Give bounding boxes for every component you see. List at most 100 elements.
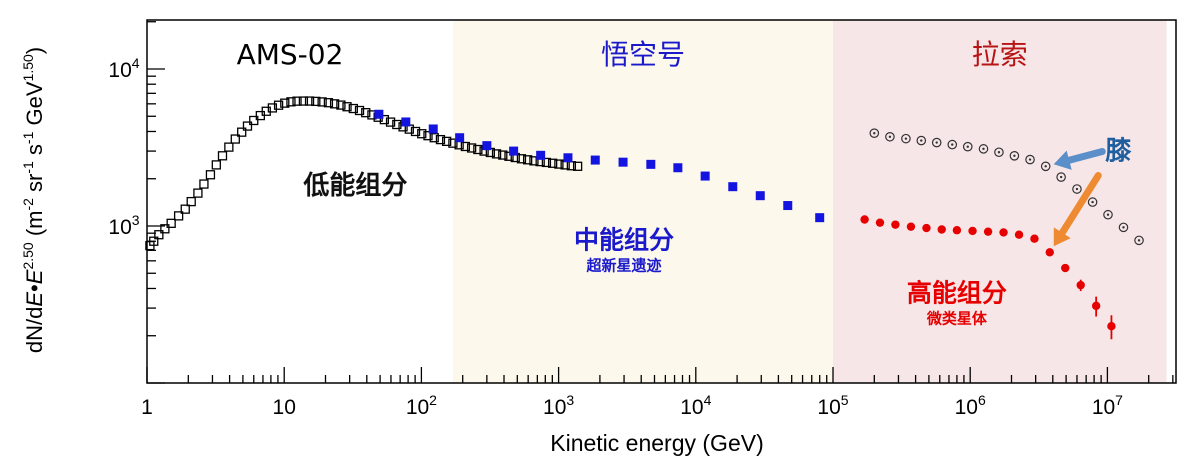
data-point-center [920, 139, 923, 142]
data-point [901, 133, 911, 144]
data-point [523, 155, 533, 165]
data-point-center [1137, 239, 1141, 242]
data-point [186, 196, 196, 207]
annotation-2-subtitle: 微类星体 [926, 310, 988, 328]
data-point-center [1059, 175, 1063, 179]
data-point [1025, 154, 1035, 165]
x-tick-exponent: 4 [704, 392, 712, 408]
data-point [267, 103, 278, 113]
data-point [1030, 234, 1039, 243]
x-tick-base: 10 [955, 396, 978, 419]
data-point [304, 96, 315, 106]
data-point [983, 227, 993, 236]
data-point [317, 97, 327, 107]
data-point [1091, 301, 1101, 311]
data-point [298, 96, 309, 106]
annotation-1: 中能组分 [574, 225, 674, 254]
data-point [374, 109, 384, 119]
data-point-center [888, 135, 892, 138]
x-tick-base: 10 [1092, 396, 1115, 419]
data-point [466, 143, 477, 153]
data-point [428, 124, 438, 134]
data-point [590, 155, 600, 165]
data-point [931, 137, 942, 148]
data-point [815, 213, 825, 223]
x-tick-base: 10 [817, 396, 840, 419]
x-tick-label: 105 [817, 392, 848, 419]
data-point [211, 160, 221, 170]
data-point [230, 134, 240, 144]
data-point [700, 171, 710, 181]
data-point-center [1044, 165, 1047, 168]
data-series [145, 96, 1144, 340]
data-point-center [982, 147, 985, 151]
data-point [392, 119, 402, 130]
data-point [536, 150, 546, 160]
data-point [498, 150, 508, 160]
data-point [348, 103, 358, 114]
data-point [410, 126, 421, 137]
x-tick-label: 1 [141, 396, 153, 419]
x-tick-base: 10 [406, 396, 429, 419]
data-point [323, 98, 334, 108]
data-point [968, 226, 977, 236]
x-tick-label: 107 [1092, 392, 1123, 419]
data-point [249, 115, 259, 126]
x-tick-base: 10 [543, 396, 566, 419]
data-point [1107, 322, 1116, 331]
data-point [273, 100, 284, 110]
data-point [329, 99, 340, 109]
x-axis-ticks: 1 10 102 103 104 105 106 107 [141, 367, 1174, 419]
data-point [1134, 235, 1144, 246]
y-axis-label: dN/dE•E2.50 (m-2 sr-1 s-1 GeV1.50) [20, 47, 47, 353]
data-point [952, 226, 962, 235]
data-point [482, 141, 492, 151]
data-point [180, 204, 190, 214]
region-2-background [833, 20, 1167, 383]
region-0-background [147, 20, 454, 383]
annotation-1-subtitle: 超新星遗迹 [586, 256, 662, 274]
data-point-center [873, 132, 876, 135]
x-tick-exponent: 3 [566, 392, 574, 408]
data-point [423, 131, 433, 141]
y-axis-label-part: -2 [20, 198, 36, 211]
x-tick-label: 103 [543, 392, 574, 419]
data-point [460, 141, 471, 152]
data-point-center [966, 145, 969, 148]
data-point [379, 114, 390, 125]
region-labels: AMS-02 悟空号 拉索 [237, 38, 1028, 71]
data-point [516, 154, 527, 164]
data-point-center [935, 141, 938, 144]
series-3 [860, 215, 1116, 340]
data-point [1103, 209, 1113, 220]
y-axis-label-part: E [22, 292, 47, 307]
region-backgrounds [147, 20, 1167, 383]
y-axis-label-part: E [22, 269, 47, 284]
data-point [529, 156, 539, 166]
y-tick-label: 104 [108, 55, 139, 82]
region-1-background [453, 20, 833, 383]
x-tick-base: 1 [141, 396, 153, 419]
y-axis-label-part: dN/d [22, 307, 47, 353]
data-point [860, 215, 869, 224]
data-point [728, 182, 738, 192]
series-2 [869, 128, 1144, 246]
data-point [916, 135, 927, 146]
data-point [673, 163, 683, 173]
data-point [999, 228, 1008, 237]
x-tick-label: 10 [273, 396, 296, 419]
x-tick-exponent: 7 [1115, 392, 1123, 408]
data-point [783, 201, 793, 211]
knee-arrow-blue-shaft [1065, 148, 1106, 164]
data-point [205, 170, 216, 180]
y-axis-label-part: sr [22, 174, 47, 198]
data-point [280, 98, 290, 108]
y-tick-base: 10 [108, 216, 131, 239]
y-axis-label-part: (m [22, 211, 47, 243]
data-point-center [997, 151, 1001, 154]
data-point [1076, 280, 1085, 290]
data-point-center [1075, 187, 1079, 191]
region-2-label: 拉索 [972, 38, 1028, 71]
data-point [154, 230, 164, 240]
